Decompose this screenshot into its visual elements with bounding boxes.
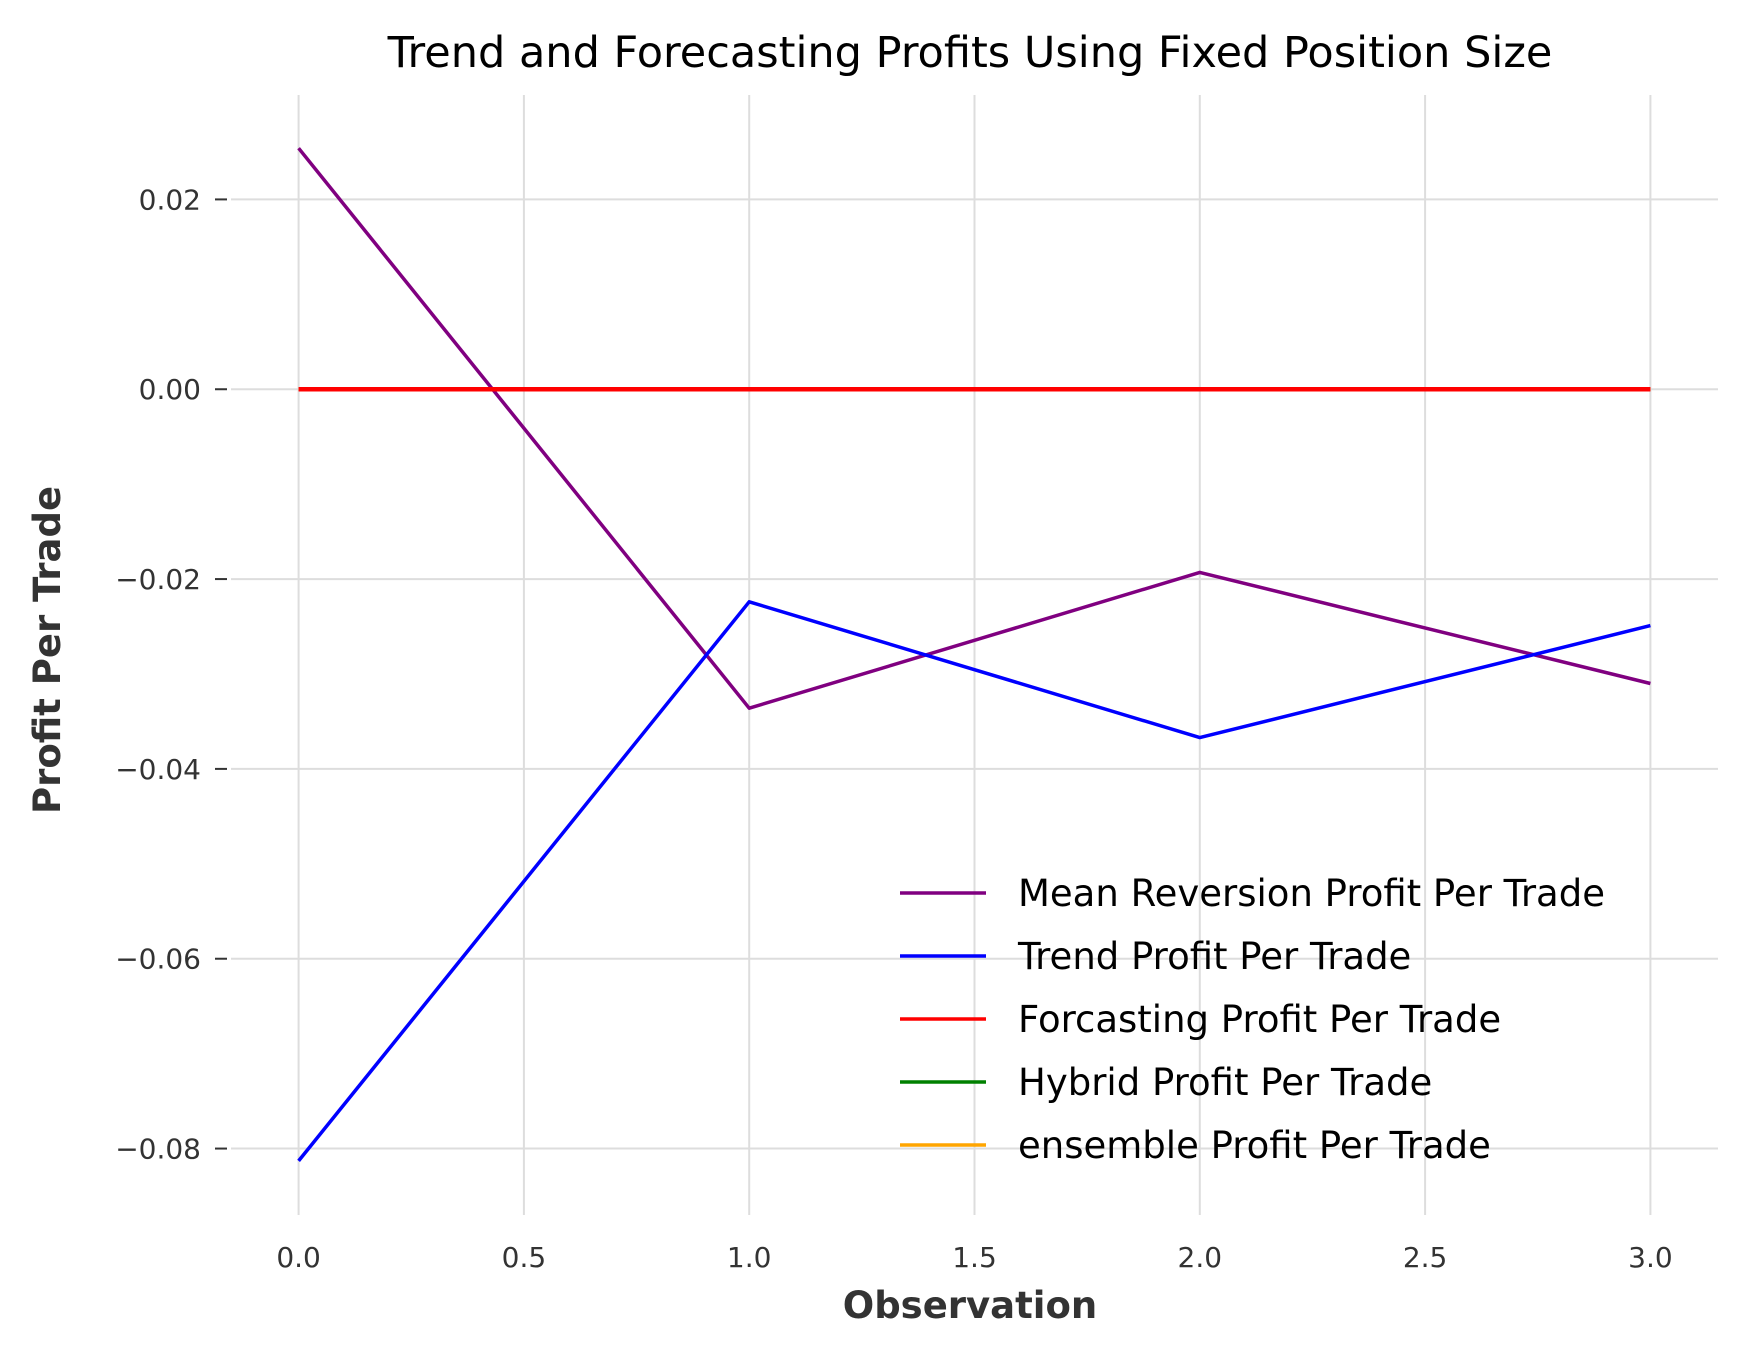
x-tick-label: 2.5 bbox=[1403, 1241, 1448, 1274]
x-tick-label: 0.0 bbox=[276, 1241, 321, 1274]
y-tick-label: −0.06 bbox=[115, 943, 201, 976]
legend-entry-label: Mean Reversion Profit Per Trade bbox=[1018, 872, 1605, 915]
y-tick-label: −0.08 bbox=[115, 1133, 201, 1166]
series-line-1 bbox=[297, 600, 1651, 1162]
y-tick-label: −0.04 bbox=[115, 753, 201, 786]
x-tick-label: 3.0 bbox=[1628, 1241, 1673, 1274]
x-axis-label: Observation bbox=[843, 1284, 1098, 1327]
y-tick-label: 0.02 bbox=[139, 183, 201, 216]
series-lines bbox=[297, 147, 1651, 1162]
legend-entry-label: Hybrid Profit Per Trade bbox=[1018, 1061, 1432, 1104]
x-tick-label: 1.5 bbox=[952, 1241, 997, 1274]
x-tick-label: 0.5 bbox=[502, 1241, 547, 1274]
axis-ticks: 0.0 0.5 1.0 1.5 2.0 2.5 3.0 0.02 0.00 −0.02 −0.04 −… bbox=[115, 183, 1672, 1274]
legend-entry-label: Trend Profit Per Trade bbox=[1017, 935, 1411, 978]
y-tick-label: −0.02 bbox=[115, 563, 201, 596]
chart-title: Trend and Forecasting Profits Using Fixe… bbox=[387, 28, 1553, 78]
legend-entry-label: ensemble Profit Per Trade bbox=[1018, 1124, 1491, 1167]
x-tick-label: 1.0 bbox=[727, 1241, 772, 1274]
x-tick-label: 2.0 bbox=[1178, 1241, 1223, 1274]
series-line-0 bbox=[297, 147, 1651, 710]
legend: Mean Reversion Profit Per Trade Trend Pro… bbox=[900, 872, 1605, 1167]
grid bbox=[231, 95, 1718, 1215]
legend-entry-label: Forcasting Profit Per Trade bbox=[1018, 998, 1501, 1041]
y-tick-label: 0.00 bbox=[139, 373, 201, 406]
y-axis-label: Profit Per Trade bbox=[26, 486, 69, 814]
